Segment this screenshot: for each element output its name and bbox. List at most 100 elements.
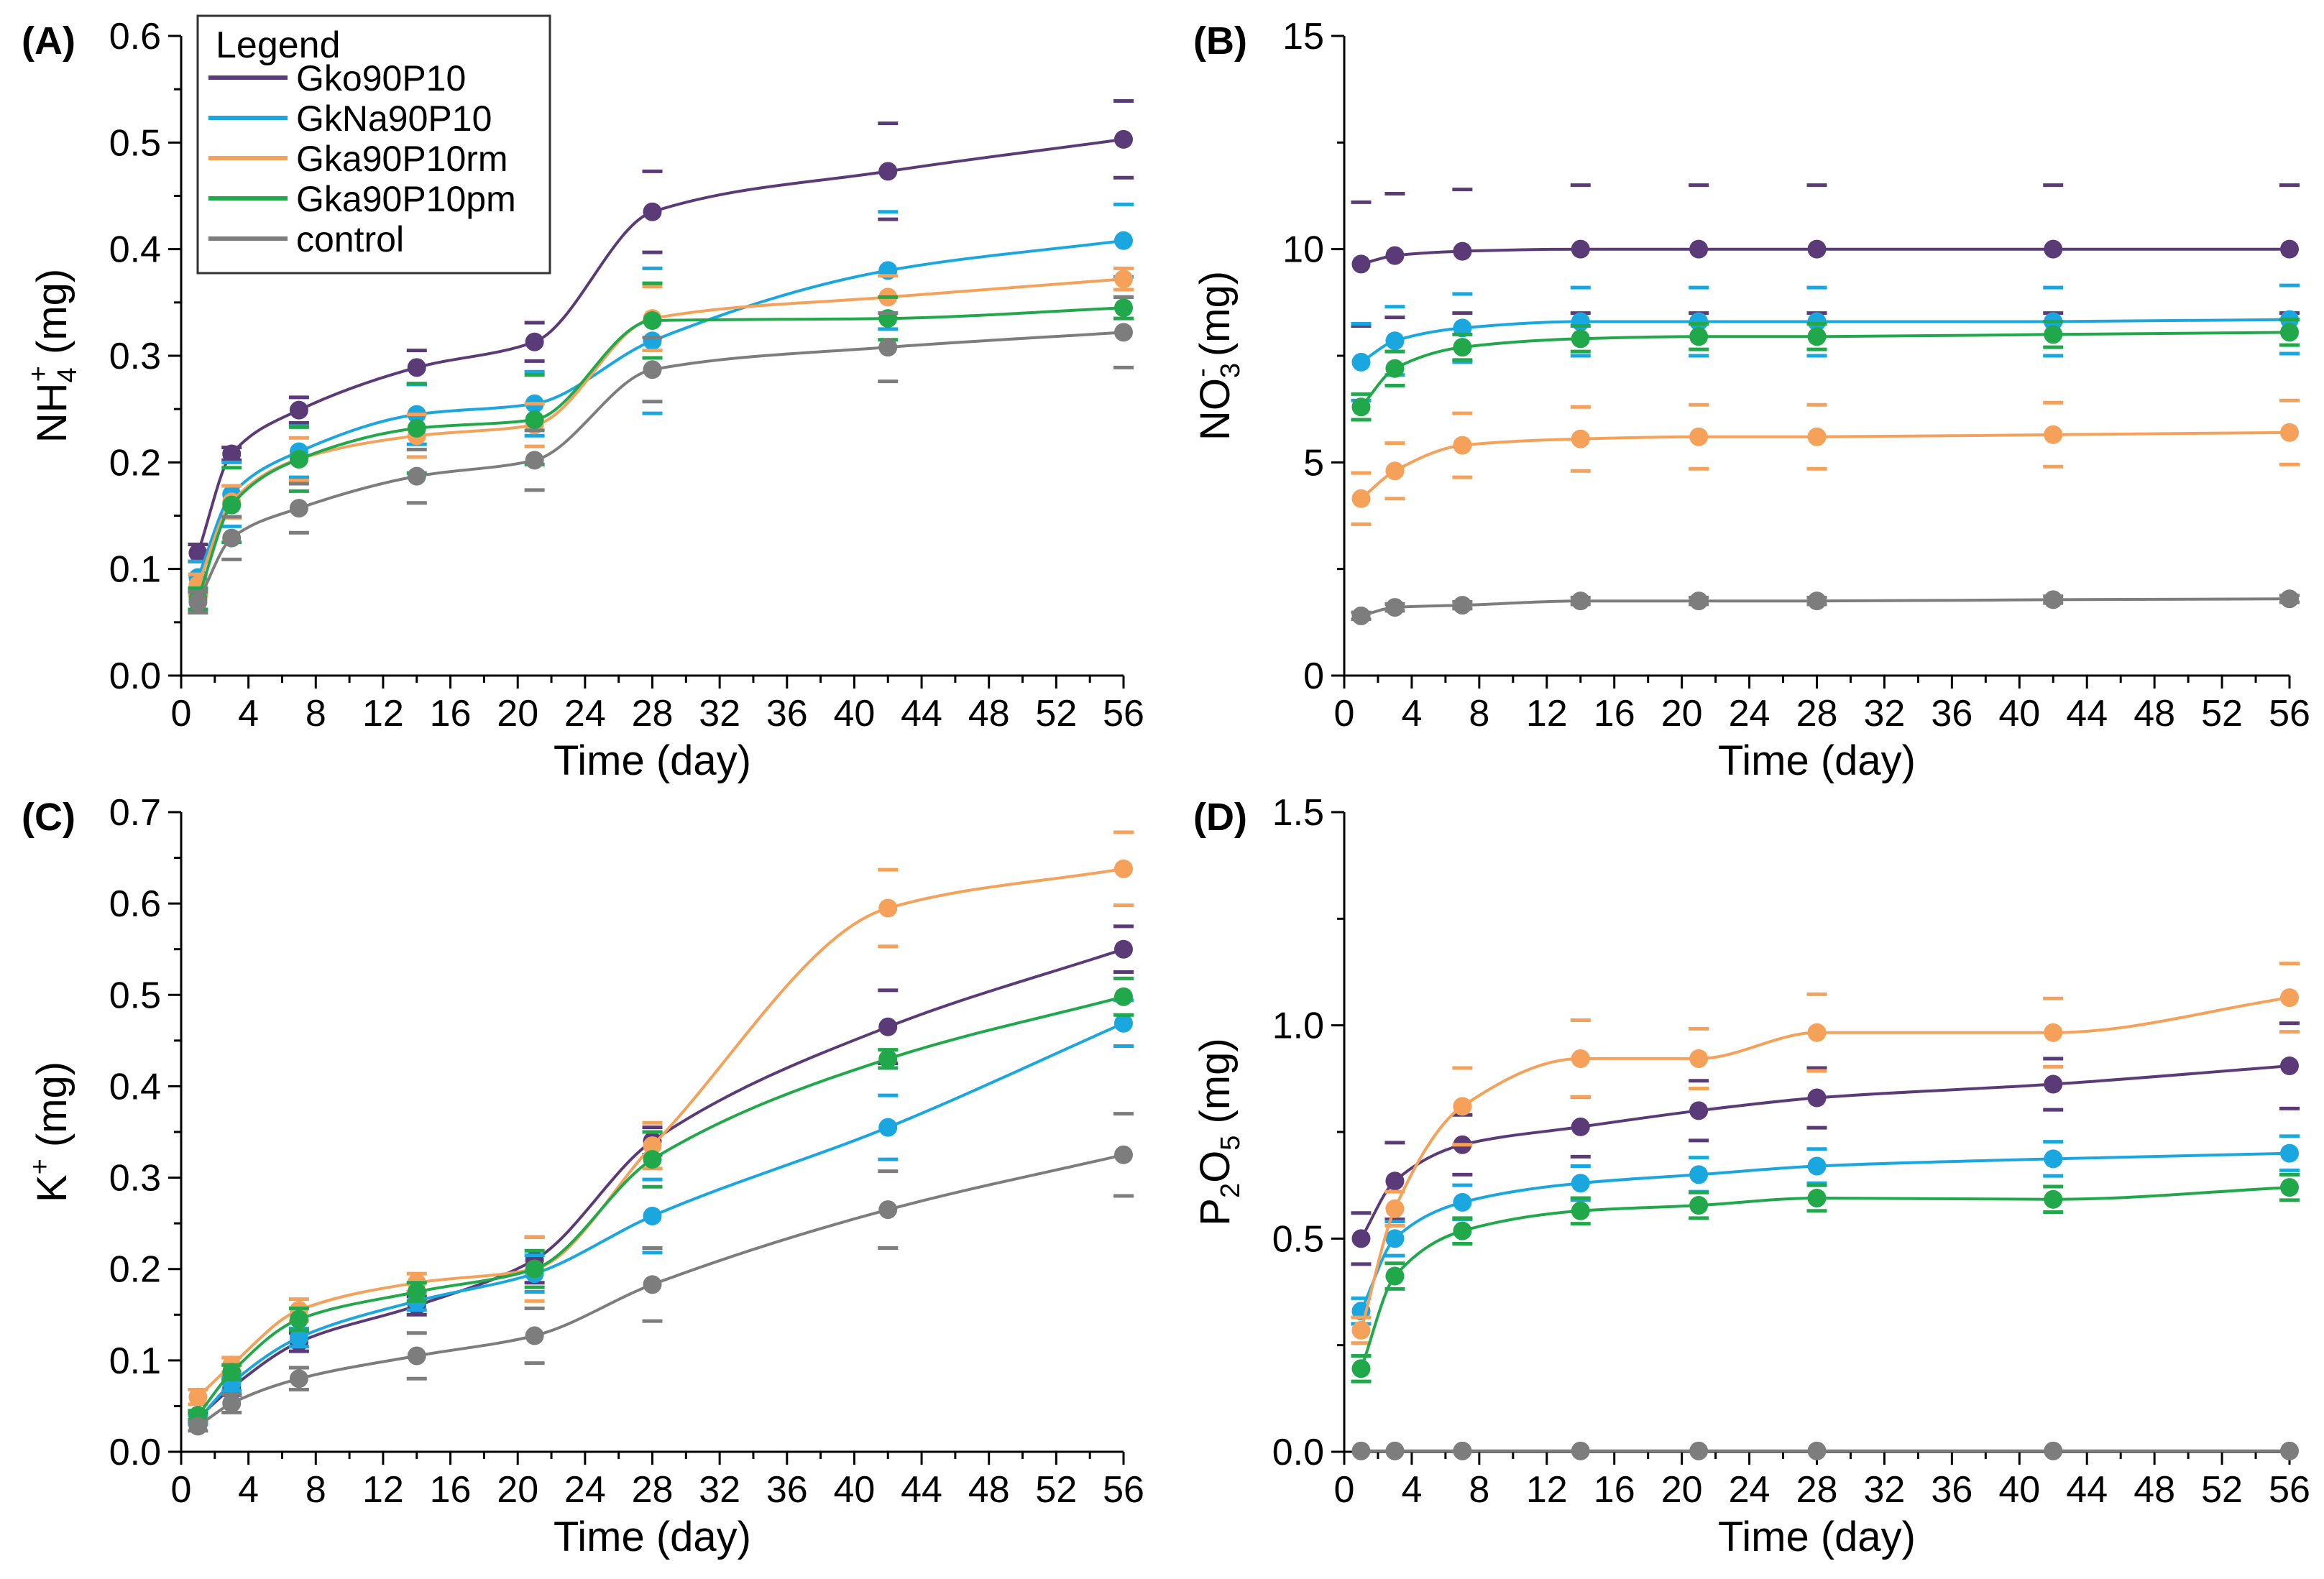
data-point — [878, 898, 898, 918]
data-point — [1114, 129, 1133, 149]
series-GkNa90P10 — [1351, 283, 2300, 402]
series-Gka90P10pm — [1351, 1172, 2300, 1384]
data-point — [1571, 1049, 1590, 1068]
data-point — [1351, 606, 1371, 625]
series-Gka90P10pm — [188, 281, 1134, 612]
data-point — [1114, 939, 1133, 959]
panel-label: (A) — [22, 19, 75, 63]
data-point — [1689, 312, 1709, 331]
series-control — [1351, 589, 2300, 625]
data-point — [1571, 1201, 1590, 1220]
y-tick-label: 0.1 — [109, 549, 161, 591]
data-point — [1385, 1171, 1405, 1191]
x-tick-label: 24 — [564, 1469, 606, 1511]
x-axis-title: Time (day) — [1718, 737, 1916, 784]
data-point — [2044, 590, 2063, 609]
x-tick-label: 36 — [766, 1469, 808, 1511]
x-tick-label: 24 — [1729, 1469, 1770, 1511]
y-tick-label: 1.5 — [1272, 792, 1324, 834]
x-tick-label: 20 — [497, 693, 538, 735]
x-tick-label: 8 — [306, 693, 326, 735]
y-tick-label: 0.2 — [109, 442, 161, 484]
legend: Legend Gko90P10GkNa90P10Gka90P10rmGka90P… — [196, 14, 551, 275]
data-point — [878, 162, 898, 181]
series-Gka90P10rm — [1351, 962, 2300, 1345]
x-tick-label: 56 — [2269, 1469, 2310, 1511]
data-point — [643, 1275, 662, 1294]
y-axis-title: K+ (mg) — [25, 1062, 75, 1202]
x-tick-label: 44 — [2066, 693, 2108, 735]
data-point — [643, 331, 662, 351]
data-point — [2280, 323, 2299, 342]
x-tick-label: 24 — [1729, 693, 1770, 735]
data-point — [1385, 246, 1405, 265]
data-point — [1114, 1145, 1133, 1164]
data-point — [1114, 1013, 1133, 1033]
series-control — [188, 295, 1134, 614]
series-line — [197, 947, 1124, 1419]
series-GkNa90P10 — [188, 998, 1134, 1430]
data-point — [2044, 1023, 2063, 1042]
y-tick-label: 0.0 — [1272, 1432, 1324, 1473]
data-point — [222, 1394, 242, 1413]
data-point — [2280, 1178, 2299, 1197]
data-point — [1385, 1229, 1405, 1248]
legend-label: control — [296, 219, 404, 259]
data-point — [289, 1309, 308, 1329]
data-point — [289, 1369, 308, 1389]
x-tick-label: 20 — [1661, 693, 1703, 735]
data-point — [222, 528, 242, 548]
data-point — [2280, 1441, 2299, 1460]
x-tick-label: 44 — [2066, 1469, 2108, 1511]
y-tick-label: 0.5 — [1272, 1218, 1324, 1260]
series-line — [197, 1153, 1124, 1428]
y-tick-label: 0.4 — [109, 229, 161, 271]
x-tick-label: 4 — [238, 693, 259, 735]
x-tick-label: 48 — [2134, 1469, 2175, 1511]
y-tick-label: 0.1 — [109, 1340, 161, 1382]
y-tick-label: 0.5 — [109, 122, 161, 164]
legend-title: Legend — [216, 24, 341, 66]
x-tick-label: 44 — [901, 1469, 942, 1511]
legend-label: Gko90P10 — [296, 58, 466, 98]
y-tick-label: 0.3 — [109, 336, 161, 377]
data-point — [188, 543, 208, 563]
series-line — [1360, 431, 2290, 500]
data-point — [1689, 427, 1709, 446]
data-point — [1385, 359, 1405, 378]
data-point — [1453, 1192, 1472, 1212]
data-point — [878, 1118, 898, 1137]
data-point — [407, 466, 426, 486]
data-point — [1689, 1441, 1709, 1460]
x-tick-label: 0 — [1334, 693, 1355, 735]
x-tick-label: 0 — [171, 1469, 192, 1511]
x-tick-label: 52 — [1035, 1469, 1077, 1511]
x-tick-label: 12 — [1526, 1469, 1568, 1511]
panel-label: (B) — [1193, 19, 1247, 63]
data-point — [643, 1136, 662, 1156]
y-tick-label: 10 — [1282, 229, 1324, 271]
data-point — [1114, 298, 1133, 318]
y-tick-label: 0 — [1303, 655, 1324, 697]
data-point — [1807, 1441, 1827, 1460]
data-point — [1807, 1156, 1827, 1176]
x-tick-label: 4 — [1401, 693, 1422, 735]
data-point — [2280, 1143, 2299, 1163]
data-point — [1351, 254, 1371, 274]
legend-label: GkNa90P10 — [296, 98, 492, 139]
data-point — [2044, 1441, 2063, 1460]
data-point — [289, 1328, 308, 1348]
series-line — [1361, 247, 2289, 266]
y-tick-label: 0.2 — [109, 1249, 161, 1291]
data-point — [525, 1326, 544, 1345]
data-point — [1351, 1441, 1371, 1460]
data-point — [1807, 1088, 1827, 1108]
y-tick-label: 15 — [1282, 16, 1324, 57]
series-line — [1360, 318, 2290, 364]
x-tick-label: 4 — [238, 1469, 259, 1511]
data-point — [1114, 987, 1133, 1006]
data-point — [407, 1346, 426, 1366]
y-tick-label: 0.6 — [109, 883, 161, 925]
series-line — [1359, 1151, 2290, 1312]
data-point — [289, 499, 308, 518]
